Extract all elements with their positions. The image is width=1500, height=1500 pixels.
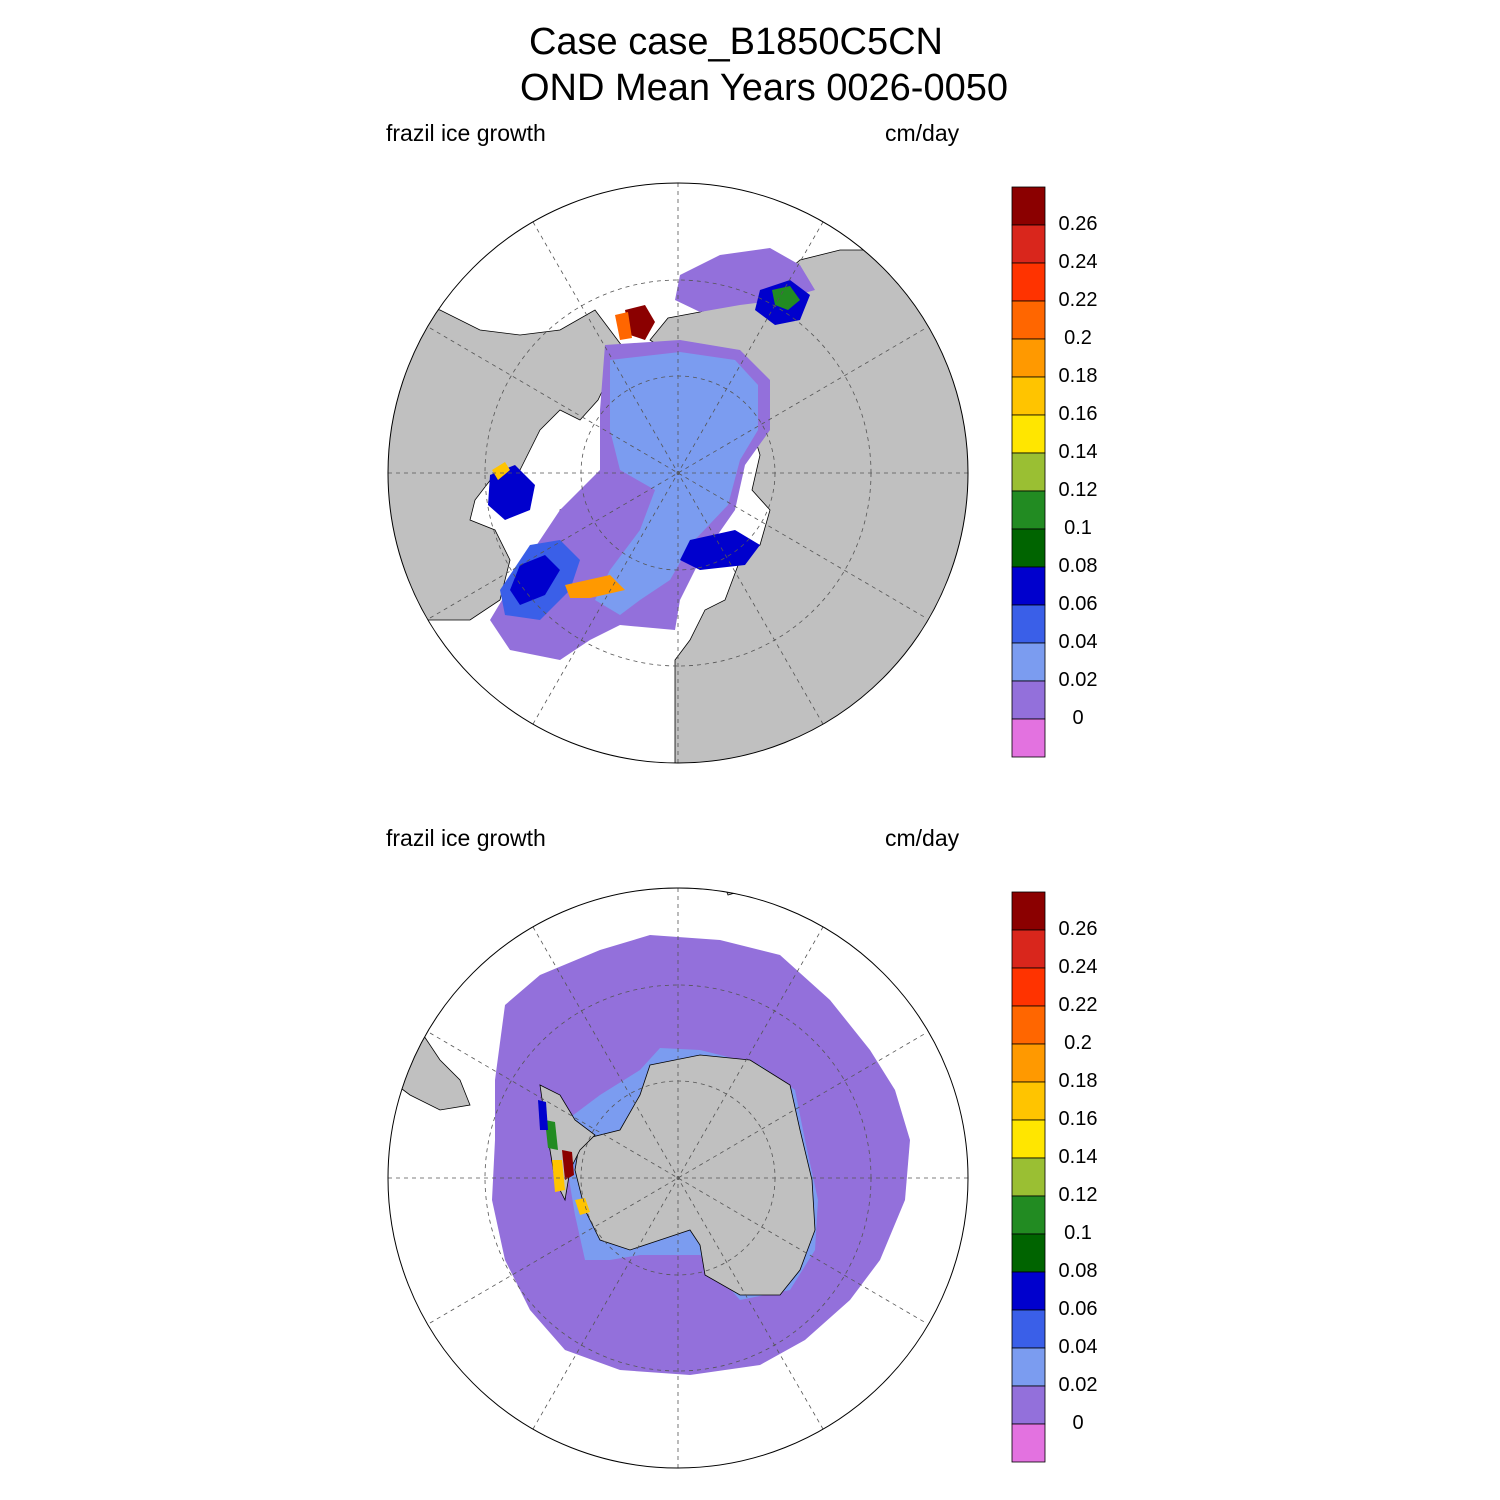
south-colorbar <box>1011 891 1046 1463</box>
south-colorbar-swatch <box>1011 1195 1046 1235</box>
north-ice-labrador-core <box>510 555 560 605</box>
north-ice-bering-red <box>615 312 632 340</box>
north-colorbar-swatch <box>1011 300 1046 340</box>
north-colorbar-swatch <box>1011 262 1046 302</box>
north-units-label: cm/day <box>885 120 960 146</box>
south-colorbar-swatch <box>1011 1157 1046 1197</box>
south-colorbar-tick-label: 0.08 <box>1058 1260 1098 1282</box>
north-colorbar-tick-label: 0.16 <box>1058 403 1098 425</box>
south-graticule <box>388 888 968 1468</box>
south-colorbar-swatch <box>1011 1385 1046 1425</box>
north-colorbar-tick-label: 0.12 <box>1058 479 1098 501</box>
north-colorbar-tick-label: 0.02 <box>1058 669 1098 691</box>
south-colorbar-tick-label: 0.22 <box>1058 994 1098 1016</box>
south-polar-map <box>387 887 969 1469</box>
north-polar-map <box>387 182 969 764</box>
north-colorbar-tick-label: 0.24 <box>1058 251 1098 273</box>
south-colorbar-tick-label: 0.16 <box>1058 1108 1098 1130</box>
north-colorbar-tick-label: 0.14 <box>1058 441 1098 463</box>
north-ice-kara <box>680 530 760 570</box>
south-colorbar-tick-label: 0.24 <box>1058 956 1098 978</box>
north-colorbar-tick-label: 0.06 <box>1058 593 1098 615</box>
south-ice-peninsula-green <box>545 1120 558 1150</box>
south-ice-peninsula-warm <box>552 1160 565 1192</box>
north-colorbar-swatch <box>1011 452 1046 492</box>
south-colorbar-tick-label: 0.06 <box>1058 1298 1098 1320</box>
south-left-label: frazil ice growth <box>386 825 546 851</box>
south-colorbar-tick-label: 0.02 <box>1058 1374 1098 1396</box>
north-colorbar-swatch <box>1011 604 1046 644</box>
south-colorbar-swatch <box>1011 1119 1046 1159</box>
plot-title-line2: OND Mean Years 0026-0050 <box>520 67 1008 109</box>
north-colorbar-swatch <box>1011 528 1046 568</box>
north-ice-bering-hot <box>625 305 655 340</box>
south-colorbar-tick-label: 0.14 <box>1058 1146 1098 1168</box>
north-colorbar <box>1011 186 1046 758</box>
north-colorbar-swatch <box>1011 680 1046 720</box>
south-colorbar-tick-label: 0.26 <box>1058 918 1098 940</box>
south-colorbar-swatch <box>1011 1271 1046 1311</box>
north-colorbar-tick-label: 0.2 <box>1064 327 1092 349</box>
south-colorbar-tick-label: 0.12 <box>1058 1184 1098 1206</box>
north-colorbar-swatch <box>1011 718 1046 758</box>
north-ice-hudson-edge <box>492 462 510 480</box>
north-colorbar-tick-label: 0.1 <box>1064 517 1092 539</box>
north-colorbar-tick-label: 0.04 <box>1058 631 1098 653</box>
plot-title-line1: Case case_B1850C5CN <box>528 21 943 63</box>
north-colorbar-swatch <box>1011 490 1046 530</box>
north-graticule <box>388 183 968 763</box>
north-colorbar-swatch <box>1011 414 1046 454</box>
south-colorbar-tick-label: 0.2 <box>1064 1032 1092 1054</box>
north-ice-baffin <box>488 465 535 520</box>
north-colorbar-swatch <box>1011 338 1046 378</box>
south-colorbar-tick-label: 0.04 <box>1058 1336 1098 1358</box>
north-colorbar-swatch <box>1011 642 1046 682</box>
south-colorbar-swatch <box>1011 1005 1046 1045</box>
north-ice-okhotsk-green <box>772 286 800 310</box>
north-ice-greenland-sea-edge <box>565 575 625 598</box>
north-colorbar-tick-label: 0 <box>1072 707 1084 729</box>
south-colorbar-swatch <box>1011 1309 1046 1349</box>
south-colorbar-swatch <box>1011 1233 1046 1273</box>
north-colorbar-swatch <box>1011 186 1046 226</box>
south-units-label: cm/day <box>885 825 960 851</box>
north-colorbar-swatch <box>1011 376 1046 416</box>
north-colorbar-tick-label: 0.22 <box>1058 289 1098 311</box>
south-colorbar-tick-label: 0 <box>1072 1412 1084 1434</box>
south-colorbar-swatch <box>1011 929 1046 969</box>
south-ice-weddell-edge <box>575 1198 590 1215</box>
north-colorbar-swatch <box>1011 224 1046 264</box>
south-colorbar-swatch <box>1011 1423 1046 1463</box>
south-colorbar-swatch <box>1011 1347 1046 1387</box>
south-colorbar-swatch <box>1011 967 1046 1007</box>
north-colorbar-tick-label: 0.26 <box>1058 213 1098 235</box>
north-colorbar-tick-label: 0.08 <box>1058 555 1098 577</box>
south-ice-peninsula-hot <box>562 1150 574 1180</box>
south-colorbar-swatch <box>1011 1043 1046 1083</box>
north-ice-low <box>595 352 758 615</box>
north-left-label: frazil ice growth <box>386 120 546 146</box>
south-colorbar-swatch <box>1011 891 1046 931</box>
south-colorbar-tick-label: 0.1 <box>1064 1222 1092 1244</box>
north-colorbar-tick-label: 0.18 <box>1058 365 1098 387</box>
south-ice-peninsula-blue <box>538 1100 548 1130</box>
south-colorbar-tick-label: 0.18 <box>1058 1070 1098 1092</box>
north-colorbar-swatch <box>1011 566 1046 606</box>
south-colorbar-swatch <box>1011 1081 1046 1121</box>
